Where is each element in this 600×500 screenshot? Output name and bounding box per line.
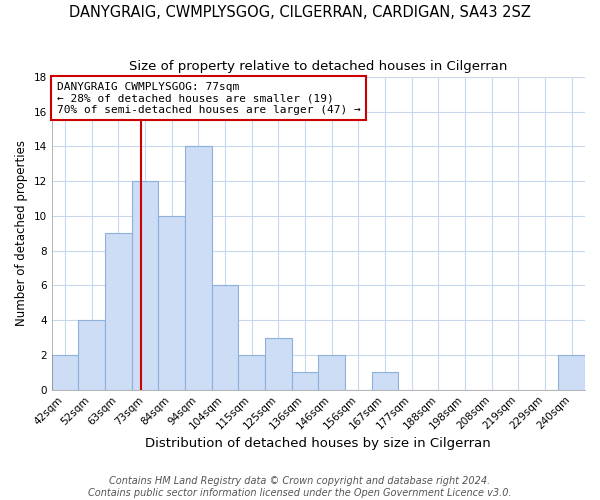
Bar (371, 372, 398, 390)
Text: DANYGRAIG, CWMPLYSGOG, CILGERRAN, CARDIGAN, SA43 2SZ: DANYGRAIG, CWMPLYSGOG, CILGERRAN, CARDIG… (69, 5, 531, 20)
Bar (52, 355, 79, 390)
Title: Size of property relative to detached houses in Cilgerran: Size of property relative to detached ho… (129, 60, 508, 73)
Bar (238, 355, 265, 390)
Bar (265, 338, 292, 390)
Bar (131, 181, 158, 390)
Bar (185, 146, 212, 390)
Bar (292, 372, 319, 390)
Text: DANYGRAIG CWMPLYSGOG: 77sqm
← 28% of detached houses are smaller (19)
70% of sem: DANYGRAIG CWMPLYSGOG: 77sqm ← 28% of det… (57, 82, 361, 115)
X-axis label: Distribution of detached houses by size in Cilgerran: Distribution of detached houses by size … (145, 437, 491, 450)
Bar (105, 234, 131, 390)
Text: Contains HM Land Registry data © Crown copyright and database right 2024.
Contai: Contains HM Land Registry data © Crown c… (88, 476, 512, 498)
Bar (212, 286, 238, 390)
Bar (158, 216, 185, 390)
Y-axis label: Number of detached properties: Number of detached properties (15, 140, 28, 326)
Bar (559, 355, 585, 390)
Bar (79, 320, 105, 390)
Bar (319, 355, 345, 390)
